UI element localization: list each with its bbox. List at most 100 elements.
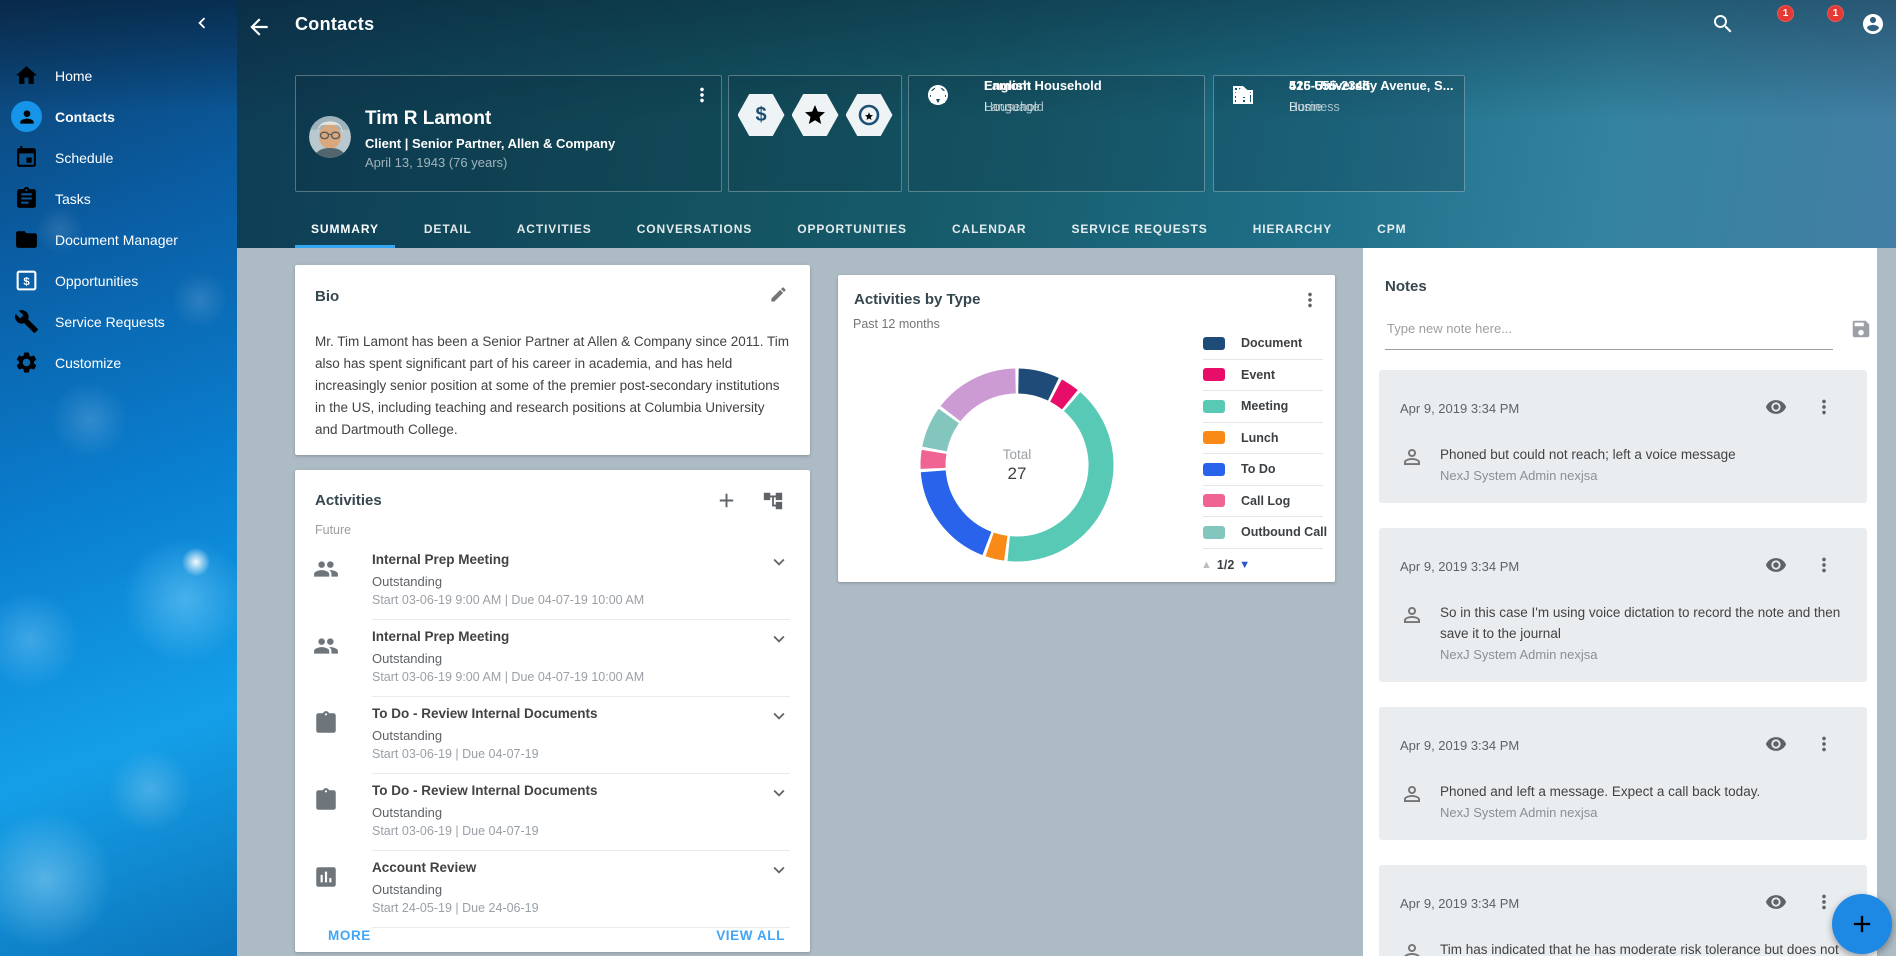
chevron-down-icon[interactable] (768, 705, 790, 727)
tab-label: CPM (1377, 222, 1406, 236)
sidebar-item-label: Tasks (55, 191, 91, 207)
note-author-icon (1400, 603, 1424, 627)
notes-title: Notes (1385, 278, 1427, 295)
sidebar-item[interactable]: Tasks (0, 178, 237, 219)
activity-row[interactable]: Internal Prep Meeting Outstanding Start … (295, 543, 810, 620)
notes-panel: Notes Apr 9, 2019 3:34 PM Phoned but cou… (1363, 248, 1877, 956)
tab[interactable]: SERVICE REQUESTS (1055, 212, 1223, 248)
activity-type-icon (313, 633, 339, 659)
notifications-bell-icon[interactable]: 1 (1811, 12, 1835, 36)
back-arrow-icon[interactable] (246, 14, 272, 40)
note-body: So in this case I'm using voice dictatio… (1400, 602, 1843, 662)
tab[interactable]: SUMMARY (295, 212, 395, 248)
activity-row[interactable]: To Do - Review Internal Documents Outsta… (295, 774, 810, 851)
note-card[interactable]: Apr 9, 2019 3:34 PM So in this case I'm … (1379, 528, 1867, 682)
chart-menu-icon[interactable] (1299, 289, 1321, 311)
chart-legend: Document Event Meeting Lunch (1203, 328, 1323, 549)
page-title: Contacts (295, 14, 374, 35)
sidebar-item[interactable]: Customize (0, 342, 237, 383)
note-card[interactable]: Apr 9, 2019 3:34 PM Phoned and left a me… (1379, 707, 1867, 840)
legend-row[interactable]: To Do (1203, 454, 1323, 486)
note-visibility-icon[interactable] (1765, 554, 1787, 576)
legend-row[interactable]: Outbound Call (1203, 517, 1323, 549)
notifications-badge: 1 (1827, 5, 1844, 22)
activity-status: Outstanding (372, 728, 442, 743)
activity-row[interactable]: To Do - Review Internal Documents Outsta… (295, 697, 810, 774)
avatar[interactable] (309, 116, 351, 158)
chevron-down-icon[interactable] (768, 859, 790, 881)
note-card[interactable]: Apr 9, 2019 3:34 PM Phoned but could not… (1379, 370, 1867, 503)
search-icon[interactable] (1711, 12, 1735, 36)
note-text: Tim has indicated that he has moderate r… (1440, 939, 1843, 956)
info-row[interactable]: English Language (909, 76, 1204, 124)
sidebar-collapse-icon[interactable] (191, 12, 213, 34)
hexagon-badge-icon[interactable] (792, 94, 839, 136)
sidebar-item[interactable]: Service Requests (0, 301, 237, 342)
legend-swatch (1203, 400, 1225, 413)
tab-label: SUMMARY (311, 222, 379, 236)
activity-title: Internal Prep Meeting (372, 552, 509, 567)
tab[interactable]: HIERARCHY (1237, 212, 1348, 248)
info-row[interactable]: 525 University Avenue, S... Business (1214, 76, 1464, 124)
legend-row[interactable]: Meeting (1203, 391, 1323, 423)
activity-row[interactable]: Account Review Outstanding Start 24-05-1… (295, 851, 810, 928)
hierarchy-tree-icon[interactable] (762, 490, 784, 512)
activity-dates: Start 24-05-19 | Due 24-06-19 (372, 901, 539, 915)
sidebar-item[interactable]: Schedule (0, 137, 237, 178)
sidebar-item[interactable]: Contacts (0, 96, 237, 137)
activity-title: To Do - Review Internal Documents (372, 706, 598, 721)
account-icon[interactable] (1861, 12, 1885, 36)
tab-label: DETAIL (424, 222, 472, 236)
sidebar-item-icon (14, 63, 39, 88)
note-author: NexJ System Admin nexjsa (1440, 647, 1843, 662)
sidebar-item[interactable]: Home (0, 55, 237, 96)
chevron-down-icon[interactable] (768, 551, 790, 573)
legend-page-down-icon[interactable]: ▼ (1239, 559, 1250, 571)
tab[interactable]: ACTIVITIES (501, 212, 608, 248)
legend-label: Lunch (1241, 431, 1279, 445)
add-activity-icon[interactable] (715, 489, 738, 512)
add-fab-button[interactable] (1832, 894, 1892, 954)
new-note-input[interactable] (1385, 320, 1833, 337)
legend-row[interactable]: Call Log (1203, 486, 1323, 518)
chat-icon[interactable]: 1 (1761, 12, 1785, 36)
view-all-button[interactable]: VIEW ALL (716, 928, 785, 943)
donut-total-value: 27 (1008, 464, 1027, 484)
tab[interactable]: DETAIL (408, 212, 488, 248)
tab[interactable]: CPM (1361, 212, 1422, 248)
hexagon-badge-icon[interactable]: $ (738, 94, 785, 136)
note-menu-icon[interactable] (1813, 554, 1835, 576)
more-button[interactable]: MORE (328, 928, 371, 943)
hexagon-badge-icon[interactable] (846, 94, 893, 136)
legend-row[interactable]: Event (1203, 360, 1323, 392)
legend-label: Call Log (1241, 494, 1290, 508)
legend-page-up-icon[interactable]: ▲ (1201, 559, 1212, 571)
profile-menu-icon[interactable] (691, 84, 713, 106)
note-menu-icon[interactable] (1813, 891, 1835, 913)
chevron-down-icon[interactable] (768, 782, 790, 804)
tab[interactable]: CONVERSATIONS (621, 212, 769, 248)
hero-banner: Contacts 1 1 Tim R Lamont Client | Senio… (237, 0, 1896, 248)
note-menu-icon[interactable] (1813, 396, 1835, 418)
tab[interactable]: OPPORTUNITIES (781, 212, 923, 248)
note-card[interactable]: Apr 9, 2019 3:34 PM Tim has indicated th… (1379, 865, 1867, 956)
note-visibility-icon[interactable] (1765, 891, 1787, 913)
legend-label: Outbound Call (1241, 525, 1327, 539)
legend-row[interactable]: Document (1203, 328, 1323, 360)
activity-status: Outstanding (372, 805, 442, 820)
activity-title: Account Review (372, 860, 476, 875)
edit-pencil-icon[interactable] (769, 285, 788, 304)
sidebar-item[interactable]: $ Opportunities (0, 260, 237, 301)
save-note-icon[interactable] (1850, 318, 1872, 340)
note-author: NexJ System Admin nexjsa (1440, 805, 1843, 820)
activity-row[interactable]: Internal Prep Meeting Outstanding Start … (295, 620, 810, 697)
chevron-down-icon[interactable] (768, 628, 790, 650)
note-text: Phoned but could not reach; left a voice… (1440, 444, 1843, 465)
svg-text:$: $ (23, 276, 30, 288)
sidebar-item[interactable]: Document Manager (0, 219, 237, 260)
tab[interactable]: CALENDAR (936, 212, 1043, 248)
note-visibility-icon[interactable] (1765, 396, 1787, 418)
note-menu-icon[interactable] (1813, 733, 1835, 755)
note-visibility-icon[interactable] (1765, 733, 1787, 755)
legend-row[interactable]: Lunch (1203, 423, 1323, 455)
